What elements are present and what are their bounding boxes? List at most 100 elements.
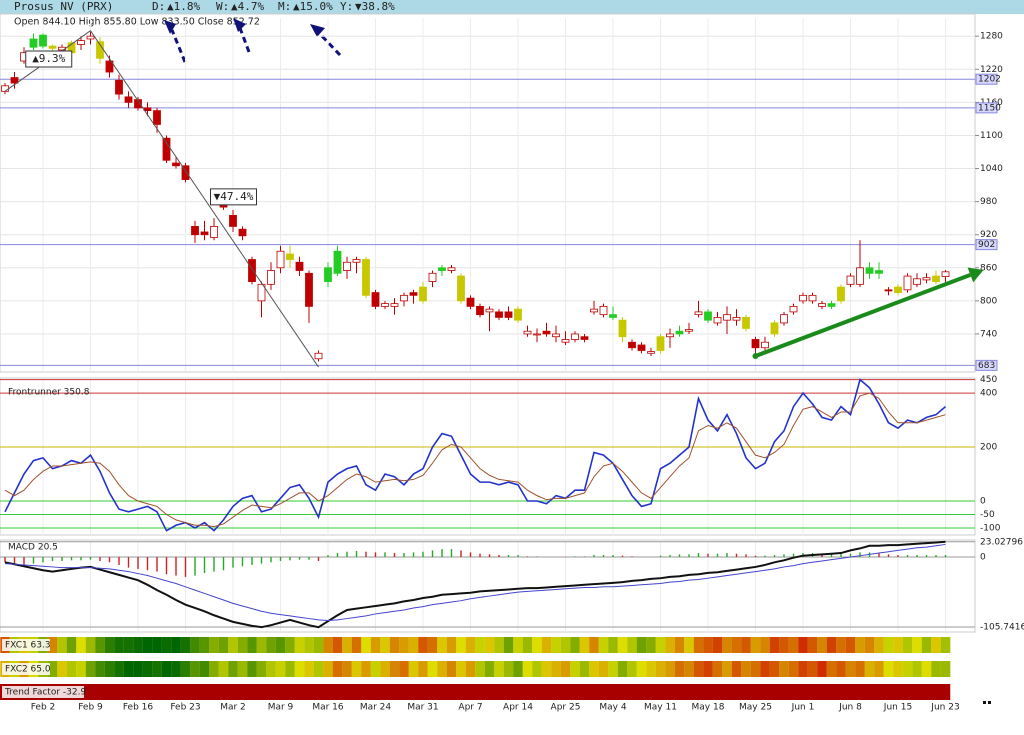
candle-body — [457, 275, 465, 302]
header-label: D: — [152, 0, 165, 13]
heat-cell — [855, 637, 865, 653]
candle-body — [229, 215, 237, 227]
heat-cell — [940, 661, 951, 677]
heat-cell — [247, 661, 257, 677]
heat-cell — [161, 661, 172, 677]
strip-label-box — [2, 686, 84, 698]
candle-body — [780, 314, 788, 324]
heat-cell — [437, 661, 447, 677]
trend-line — [90, 30, 319, 368]
y-tick-label: 980 — [980, 197, 997, 207]
heat-cell — [351, 637, 362, 653]
heat-cell — [437, 637, 447, 653]
candle-body — [191, 226, 199, 236]
heat-cell — [703, 637, 713, 653]
heat-cell — [247, 637, 257, 653]
strip-label: Trend Factor -32.9 — [4, 688, 86, 698]
candle-body — [751, 339, 760, 349]
heat-cell — [380, 661, 390, 677]
heat-cell — [579, 661, 590, 677]
heat-cell — [104, 661, 115, 677]
heat-cell — [161, 637, 172, 653]
heat-cell — [560, 637, 571, 653]
heat-cell — [532, 637, 542, 653]
heat-cell — [608, 661, 618, 677]
candle-body — [143, 107, 152, 112]
candle-body — [903, 275, 912, 291]
heat-cell — [152, 637, 162, 653]
candle-body — [305, 272, 313, 307]
y-tick-label: 800 — [980, 296, 997, 306]
header-change: ▲4.7% — [231, 0, 264, 13]
heat-cell — [218, 637, 229, 653]
heat-cell — [703, 661, 713, 677]
candle-body — [789, 305, 798, 313]
candle-body — [286, 253, 294, 260]
heat-cell — [617, 637, 628, 653]
arrow-head — [233, 18, 246, 32]
icon[interactable] — [983, 701, 986, 704]
heat-cell — [750, 637, 761, 653]
heat-cell — [760, 661, 770, 677]
h-line-label-box — [975, 73, 998, 85]
candle-body — [267, 270, 275, 285]
heat-cell — [503, 661, 514, 677]
h-line-label: 1150 — [978, 103, 1001, 113]
heat-cell — [465, 661, 476, 677]
heat-cell — [323, 637, 333, 653]
heat-cell — [750, 661, 761, 677]
heat-cell — [171, 661, 181, 677]
heat-cell — [921, 637, 932, 653]
heat-cell — [560, 661, 571, 677]
heat-cell — [85, 637, 96, 653]
heat-cell — [503, 637, 514, 653]
candle-body — [637, 344, 646, 351]
heat-cell — [133, 637, 143, 653]
heat-cell — [646, 661, 656, 677]
heat-cell — [228, 661, 238, 677]
trend-arrow — [754, 273, 972, 358]
y-tick-label: 0 — [980, 497, 986, 507]
candle-body — [913, 278, 921, 285]
h-line-label: 1202 — [978, 75, 1001, 85]
heat-cell — [912, 661, 922, 677]
heat-cell — [456, 661, 466, 677]
heat-cell — [798, 637, 808, 653]
arrow-head — [164, 20, 176, 34]
heat-cell — [522, 637, 533, 653]
line — [4, 392, 946, 528]
candle-body — [419, 286, 427, 302]
heat-cell — [256, 661, 267, 677]
candle-body — [248, 259, 256, 282]
panel-title: Frontrunner 350.8 — [8, 388, 90, 398]
heat-cell — [57, 637, 67, 653]
heat-cell — [285, 637, 295, 653]
x-tick-label: Jun 23 — [930, 703, 959, 713]
candle-body — [153, 110, 161, 125]
candle-body — [134, 99, 142, 109]
heat-cell — [418, 661, 428, 677]
heat-cell — [494, 637, 504, 653]
heat-cell — [190, 637, 200, 653]
candle-body — [523, 330, 532, 335]
header-change: ▲15.0% — [293, 0, 333, 13]
heat-cell — [152, 661, 162, 677]
heat-cell — [541, 637, 552, 653]
y-tick-label: 450 — [980, 375, 997, 385]
candle-body — [666, 333, 674, 338]
heat-cell — [845, 637, 856, 653]
heat-cell — [342, 637, 352, 653]
h-line-label-box — [975, 239, 998, 251]
heat-cell — [142, 637, 153, 653]
candle-body — [105, 60, 114, 73]
header-label: M: — [278, 0, 291, 13]
heat-cell — [285, 661, 295, 677]
heat-cell — [883, 637, 894, 653]
heat-cell — [332, 661, 343, 677]
icon[interactable] — [988, 701, 991, 704]
x-tick-label: Mar 31 — [407, 703, 438, 713]
candle-body — [818, 303, 826, 307]
candle-body — [466, 297, 475, 307]
chart-title: Prosus NV (PRX) — [14, 0, 113, 13]
heat-cell — [655, 661, 666, 677]
